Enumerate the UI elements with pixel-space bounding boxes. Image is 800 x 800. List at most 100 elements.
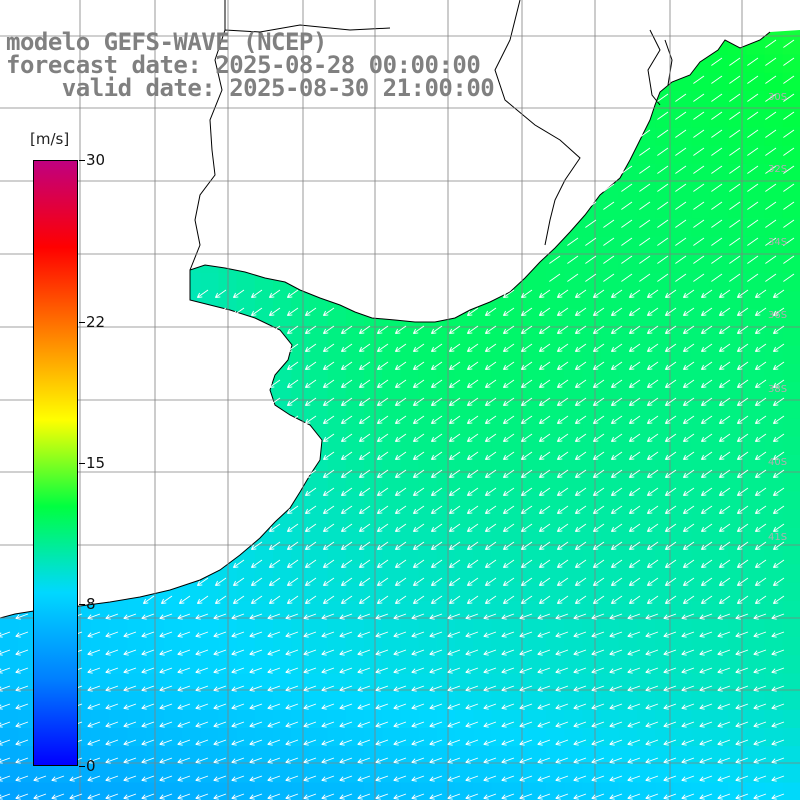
wind-arrow [411,685,425,692]
field-cell [127,746,147,765]
wind-arrow [592,505,605,514]
wind-arrow [609,649,623,656]
wind-arrow [483,685,497,692]
wind-arrow [538,595,551,604]
field-cell [418,509,438,529]
field-cell [764,218,784,238]
field-cell [509,764,529,784]
wind-arrow [729,219,741,228]
field-cell [546,728,565,747]
field-cell [327,709,347,729]
field-cell [655,691,674,711]
field-cell [327,691,347,711]
field-cell [327,673,347,693]
wind-arrow [663,703,677,710]
wind-arrow [735,775,749,782]
wind-arrow [592,595,605,604]
wind-arrow [639,219,651,228]
field-cell [0,618,19,638]
wind-arrow [123,631,137,638]
wind-arrow [177,649,191,656]
wind-arrow [735,757,749,764]
wind-arrow [736,451,749,460]
field-cell [782,564,800,583]
wind-arrow [736,595,749,604]
wind-arrow [681,703,695,710]
field-cell [527,382,547,401]
wind-arrow [123,775,137,782]
wind-arrow [718,541,731,550]
field-cell [764,200,784,219]
wind-arrow [375,631,389,638]
wind-arrow [340,325,353,334]
wind-arrow [466,487,479,496]
field-cell [655,163,674,183]
wind-arrow [718,361,731,370]
field-cell [109,618,128,638]
wind-arrow [321,775,335,782]
wind-arrow [717,667,731,674]
field-cell [655,345,674,365]
wind-arrow [681,757,695,764]
wind-arrow [267,775,281,782]
wind-arrow [214,595,227,604]
wind-arrow [735,631,749,638]
field-cell [582,218,602,238]
field-cell [618,582,638,602]
field-cell [746,655,765,674]
field-cell [709,509,729,529]
wind-arrow [87,721,101,728]
field-cell [600,564,620,583]
wind-arrow [429,703,443,710]
field-cell [618,527,638,547]
wind-arrow [339,667,353,674]
field-cell [345,364,365,383]
wind-arrow [412,451,425,460]
field-cell [473,764,492,784]
wind-arrow [214,577,227,586]
wind-arrow [393,757,407,764]
wind-arrow [573,757,587,764]
wind-arrow [682,397,695,406]
wind-arrow [465,793,479,800]
wind-arrow [664,433,677,442]
field-cell [236,564,256,583]
wind-arrow [664,469,677,478]
field-cell [618,254,638,274]
field-cell [618,236,638,256]
wind-arrow [267,793,281,800]
wind-arrow [0,739,11,746]
wind-arrow [484,487,497,496]
wind-arrow [376,577,389,586]
wind-arrow [195,631,209,638]
wind-arrow [412,523,425,532]
field-cell [673,418,693,438]
field-cell [709,673,729,693]
field-cell [473,473,492,492]
field-cell [455,455,474,474]
wind-arrow [754,487,767,496]
wind-arrow [105,631,119,638]
field-cell [764,673,784,693]
wind-arrow [610,397,623,406]
wind-arrow [555,703,569,710]
field-cell [400,746,420,765]
wind-arrow [754,379,767,388]
wind-arrow [754,469,767,478]
wind-arrow [249,757,263,764]
field-cell [709,655,729,674]
wind-arrow [537,613,551,620]
wind-arrow [783,147,795,156]
field-cell [673,618,693,638]
field-cell [109,764,128,784]
wind-arrow [657,219,669,228]
wind-arrow [466,379,479,388]
wind-arrow [772,577,785,586]
wind-arrow [765,57,777,66]
field-cell [291,309,310,329]
wind-arrow [753,685,767,692]
wind-arrow [340,451,353,460]
field-cell [400,345,420,365]
field-cell [673,273,693,292]
field-cell [691,91,711,110]
